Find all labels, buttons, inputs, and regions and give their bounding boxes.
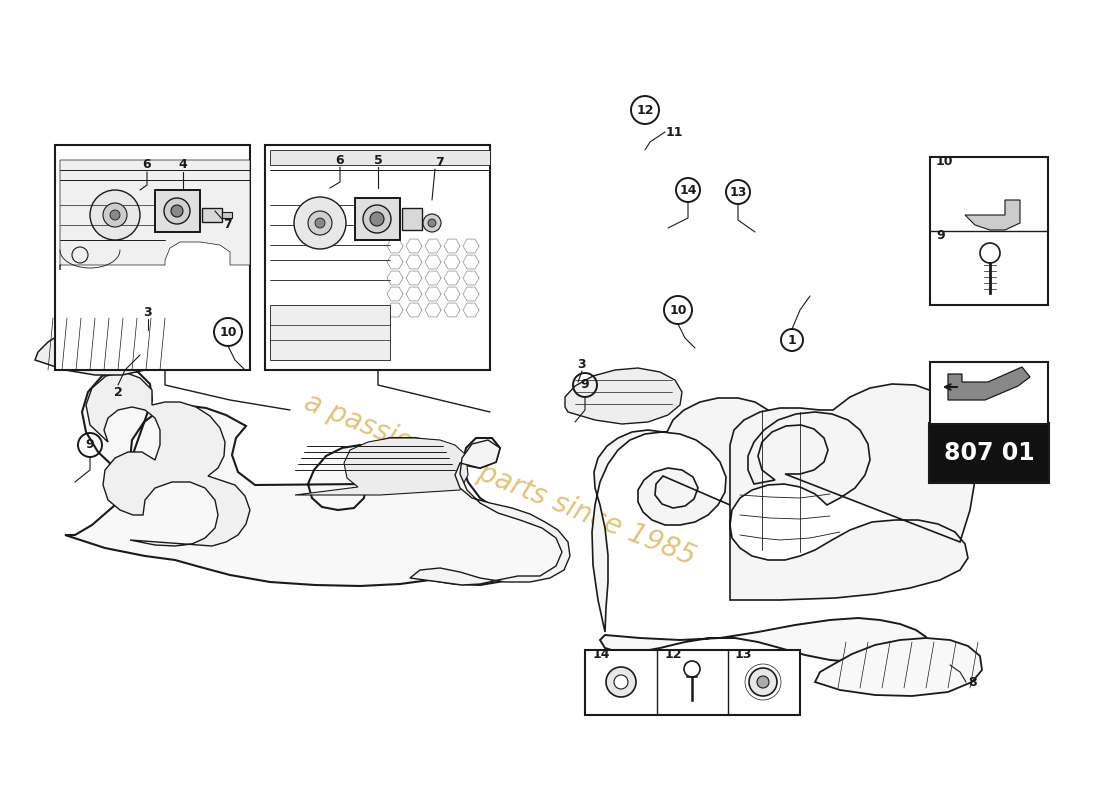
- Text: 12: 12: [636, 103, 653, 117]
- Text: 8: 8: [968, 675, 977, 689]
- Polygon shape: [730, 384, 975, 600]
- Polygon shape: [815, 638, 982, 696]
- Polygon shape: [965, 200, 1020, 230]
- Polygon shape: [270, 305, 390, 360]
- Polygon shape: [948, 367, 1030, 400]
- Text: 1: 1: [788, 334, 796, 346]
- Text: 3: 3: [144, 306, 152, 319]
- Circle shape: [110, 210, 120, 220]
- Polygon shape: [295, 438, 468, 495]
- Polygon shape: [565, 368, 682, 424]
- Circle shape: [170, 205, 183, 217]
- Text: 13: 13: [735, 648, 752, 661]
- Polygon shape: [65, 370, 564, 586]
- Text: a passion for parts since 1985: a passion for parts since 1985: [300, 389, 700, 571]
- Circle shape: [90, 190, 140, 240]
- Polygon shape: [355, 198, 400, 240]
- FancyBboxPatch shape: [930, 157, 1048, 305]
- FancyBboxPatch shape: [930, 362, 1048, 424]
- Polygon shape: [402, 208, 422, 230]
- Circle shape: [428, 219, 436, 227]
- Text: 14: 14: [680, 183, 696, 197]
- Text: 11: 11: [666, 126, 683, 138]
- Polygon shape: [35, 315, 170, 375]
- Circle shape: [614, 675, 628, 689]
- Circle shape: [606, 667, 636, 697]
- FancyBboxPatch shape: [585, 650, 800, 715]
- Circle shape: [308, 211, 332, 235]
- Circle shape: [164, 198, 190, 224]
- Text: 2: 2: [113, 386, 122, 398]
- Text: 10: 10: [219, 326, 236, 338]
- Circle shape: [363, 205, 390, 233]
- Text: 807 01: 807 01: [944, 441, 1034, 465]
- Text: 6: 6: [143, 158, 152, 171]
- Circle shape: [757, 676, 769, 688]
- Circle shape: [315, 218, 324, 228]
- Circle shape: [294, 197, 346, 249]
- Text: 9: 9: [936, 229, 945, 242]
- Text: 10: 10: [669, 303, 686, 317]
- Polygon shape: [410, 440, 570, 585]
- Text: 7: 7: [223, 218, 232, 231]
- Polygon shape: [202, 208, 222, 222]
- Text: 10: 10: [936, 155, 954, 168]
- Circle shape: [749, 668, 777, 696]
- Polygon shape: [222, 212, 232, 218]
- Polygon shape: [592, 398, 778, 632]
- Polygon shape: [600, 618, 930, 662]
- Text: 5: 5: [374, 154, 383, 166]
- Polygon shape: [270, 150, 490, 165]
- Text: 3: 3: [578, 358, 586, 371]
- Text: 4: 4: [178, 158, 187, 171]
- Text: 6: 6: [336, 154, 344, 166]
- Circle shape: [370, 212, 384, 226]
- Circle shape: [103, 203, 127, 227]
- Text: 7: 7: [436, 155, 444, 169]
- Text: 14: 14: [593, 648, 611, 661]
- Text: 12: 12: [666, 648, 682, 661]
- Text: 13: 13: [729, 186, 747, 198]
- FancyBboxPatch shape: [265, 145, 490, 370]
- FancyBboxPatch shape: [930, 423, 1049, 483]
- Circle shape: [424, 214, 441, 232]
- Text: 9: 9: [581, 378, 590, 391]
- Polygon shape: [155, 190, 200, 232]
- FancyBboxPatch shape: [55, 145, 250, 370]
- Polygon shape: [60, 160, 250, 270]
- Polygon shape: [86, 372, 250, 546]
- Text: 9: 9: [86, 438, 95, 451]
